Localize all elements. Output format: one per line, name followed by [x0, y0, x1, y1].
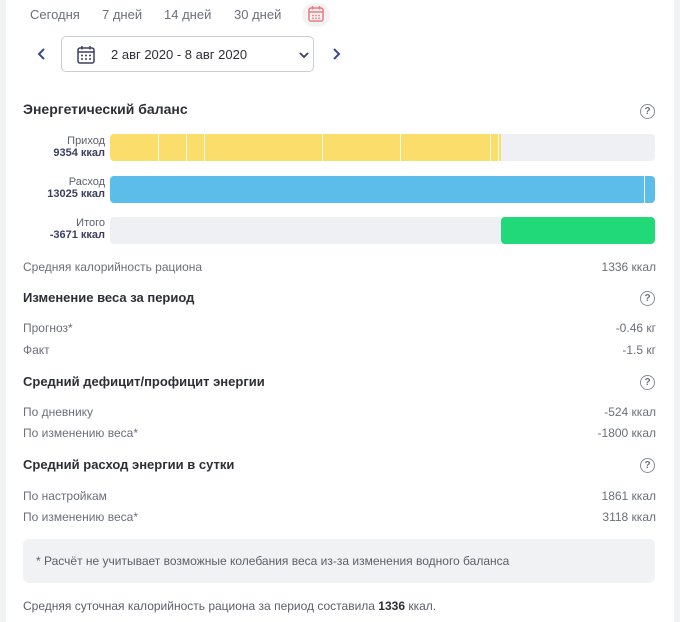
previous-period-button[interactable] — [34, 44, 50, 64]
by-weight-change-value: -1800 ккал — [597, 426, 656, 440]
actual-label: Факт — [23, 343, 50, 357]
calendar-icon — [77, 46, 95, 64]
by-diary-value: -524 ккал — [604, 405, 656, 419]
help-icon[interactable]: ? — [640, 458, 655, 473]
summary-unit: ккал. — [405, 599, 437, 613]
weight-change-title: Изменение веса за период — [23, 290, 195, 305]
next-period-button[interactable] — [328, 44, 344, 64]
tab-today[interactable]: Сегодня — [30, 7, 80, 22]
summary-value: 1336 — [378, 599, 405, 613]
energy-balance-title: Энергетический баланс — [23, 101, 188, 117]
total-value: -3671 ккал — [49, 229, 105, 241]
deficit-title: Средний дефицит/профицит энергии — [23, 374, 265, 389]
tab-30-days[interactable]: 30 дней — [234, 7, 282, 22]
note-text: * Расчёт не учитывает возможные колебани… — [36, 554, 510, 568]
help-icon[interactable]: ? — [640, 375, 655, 390]
date-range-value: 2 авг 2020 - 8 авг 2020 — [111, 47, 248, 62]
expense-bar-track — [110, 176, 655, 203]
summary-text: Средняя суточная калорийность рациона за… — [23, 599, 436, 613]
forecast-label: Прогноз* — [23, 321, 73, 335]
total-bar-track — [110, 217, 655, 244]
expense-value: 13025 ккал — [47, 188, 105, 200]
intake-bar-fill — [110, 134, 501, 161]
help-icon[interactable]: ? — [640, 104, 655, 119]
intake-value: 9354 ккал — [53, 147, 105, 159]
tab-7-days[interactable]: 7 дней — [102, 7, 143, 22]
expense-bar-fill — [110, 176, 655, 203]
help-icon[interactable]: ? — [640, 291, 655, 306]
daily-expense-title: Средний расход энергии в сутки — [23, 457, 235, 472]
by-weight-change-label: По изменению веса* — [23, 426, 138, 440]
intake-bar-track — [110, 134, 655, 161]
calculation-note: * Расчёт не учитывает возможные колебани… — [23, 539, 655, 583]
date-range-select[interactable]: 2 авг 2020 - 8 авг 2020 — [61, 36, 314, 72]
calendar-button[interactable] — [302, 3, 330, 27]
total-bar-fill — [501, 217, 655, 244]
by-settings-label: По настройкам — [23, 489, 107, 503]
tab-14-days[interactable]: 14 дней — [164, 7, 212, 22]
actual-value: -1.5 кг — [622, 343, 656, 357]
energy-report-card: Сегодня 7 дней 14 дней 30 дней 2 авг 202… — [6, 0, 674, 622]
forecast-value: -0.46 кг — [615, 321, 656, 335]
avg-calories-value: 1336 ккал — [601, 260, 656, 274]
expense-label: Расход — [68, 176, 105, 188]
intake-label: Приход — [67, 135, 105, 147]
avg-calories-label: Средняя калорийность рациона — [23, 260, 203, 274]
summary-prefix: Средняя суточная калорийность рациона за… — [23, 599, 379, 613]
by-settings-value: 1861 ккал — [601, 489, 656, 503]
chevron-right-icon — [333, 48, 341, 60]
chevron-left-icon — [37, 48, 45, 60]
expense-by-weight-value: 3118 ккал — [602, 510, 656, 524]
calendar-icon — [308, 6, 324, 22]
by-diary-label: По дневнику — [23, 405, 94, 419]
expense-by-weight-label: По изменению веса* — [23, 510, 138, 524]
total-label: Итого — [76, 217, 105, 229]
chevron-down-icon — [299, 52, 309, 59]
